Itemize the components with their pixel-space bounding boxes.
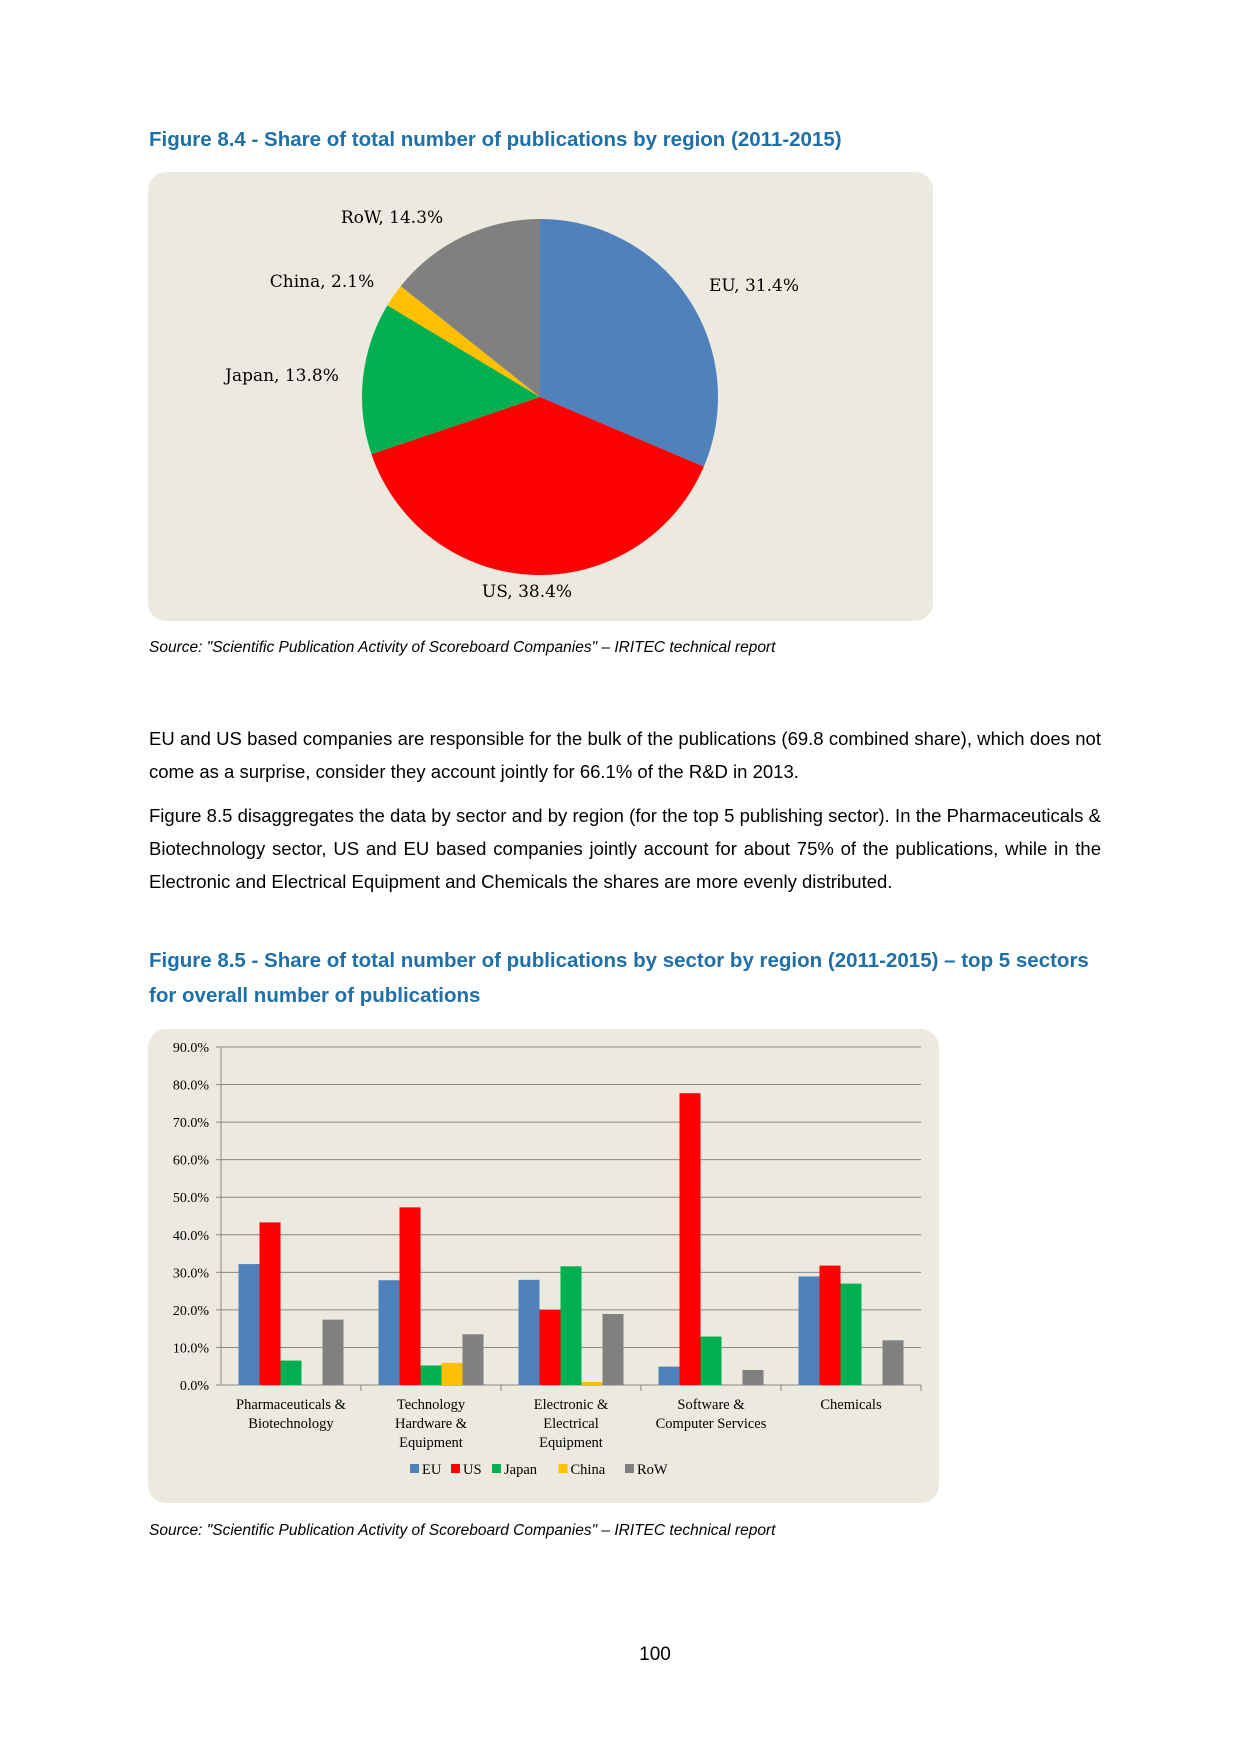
legend-label-us: US bbox=[463, 1462, 482, 1478]
legend-swatch-china bbox=[558, 1464, 568, 1473]
bar-row bbox=[602, 1314, 624, 1385]
bar-eu bbox=[658, 1366, 680, 1385]
bar-us bbox=[679, 1093, 701, 1385]
pie-label-eu: EU, 31.4% bbox=[709, 276, 799, 296]
page-number: 100 bbox=[639, 1644, 671, 1665]
bar-row bbox=[742, 1369, 764, 1385]
x-category-label: Equipment bbox=[539, 1435, 603, 1451]
x-category-label: Electronic & bbox=[534, 1397, 609, 1413]
bar-row bbox=[322, 1319, 344, 1385]
legend-label-japan: Japan bbox=[504, 1462, 538, 1478]
bar-china bbox=[441, 1362, 463, 1385]
pie-slice-us bbox=[371, 397, 704, 575]
pie-slice-japan bbox=[362, 305, 540, 455]
bar-row bbox=[882, 1340, 904, 1385]
bar-eu bbox=[378, 1280, 400, 1385]
legend-swatch-eu bbox=[410, 1464, 419, 1473]
bar-china bbox=[581, 1381, 603, 1385]
legend-swatch-japan bbox=[492, 1464, 501, 1473]
x-category-label: Equipment bbox=[399, 1435, 463, 1451]
y-tick-label: 80.0% bbox=[173, 1079, 210, 1094]
y-tick-label: 10.0% bbox=[173, 1341, 210, 1356]
pie-slice-eu bbox=[540, 219, 718, 467]
y-tick-label: 20.0% bbox=[173, 1304, 210, 1319]
pie-label-china: China, 2.1% bbox=[269, 272, 375, 292]
body-text: EU and US based companies are responsibl… bbox=[149, 722, 1101, 909]
bar-japan bbox=[700, 1336, 722, 1385]
x-category-label: Biotechnology bbox=[248, 1416, 334, 1432]
bar-eu bbox=[238, 1264, 260, 1385]
legend-label-china: China bbox=[571, 1462, 606, 1478]
pie-chart-panel: EU, 31.4% US, 38.4% Japan, 13.8% China, … bbox=[148, 172, 933, 621]
bar-us bbox=[259, 1222, 281, 1385]
pie-label-japan: Japan, 13.8% bbox=[225, 366, 339, 386]
y-tick-label: 50.0% bbox=[173, 1191, 210, 1206]
x-category-label: Pharmaceuticals & bbox=[236, 1397, 347, 1413]
y-tick-label: 60.0% bbox=[173, 1154, 210, 1169]
bar-chart: 0.0% 10.0% 20.0% 30.0% 40.0% 50.0% 60.0% 70.0% 8… bbox=[173, 1041, 922, 1478]
bar-japan bbox=[280, 1360, 302, 1385]
y-tick-label: 90.0% bbox=[173, 1041, 210, 1056]
figure-8-4-title: Figure 8.4 - Share of total number of pu… bbox=[149, 128, 842, 151]
bar-eu bbox=[518, 1279, 540, 1385]
legend-label-eu: EU bbox=[422, 1462, 442, 1478]
bar-eu bbox=[798, 1276, 820, 1385]
pie-slice-row bbox=[400, 219, 540, 397]
figure-8-5-source: Source: "Scientific Publication Activity… bbox=[149, 1522, 776, 1539]
x-category-label: Hardware & bbox=[395, 1416, 468, 1432]
bar-row bbox=[462, 1334, 484, 1385]
pie-slice-china bbox=[387, 286, 540, 397]
bar-japan bbox=[420, 1365, 442, 1385]
legend-swatch-row bbox=[625, 1464, 634, 1473]
x-category-label: Chemicals bbox=[820, 1397, 882, 1413]
x-category-label: Technology bbox=[397, 1397, 466, 1413]
x-category-label: Electrical bbox=[543, 1416, 599, 1432]
paragraph-2: Figure 8.5 disaggregates the data by sec… bbox=[149, 805, 1101, 892]
bar-us bbox=[399, 1207, 421, 1385]
bar-us bbox=[819, 1265, 841, 1385]
y-tick-label: 40.0% bbox=[173, 1229, 210, 1244]
y-tick-label: 0.0% bbox=[180, 1379, 210, 1394]
pie-label-row: RoW, 14.3% bbox=[340, 208, 444, 228]
y-tick-label: 70.0% bbox=[173, 1116, 210, 1131]
legend-swatch-us bbox=[451, 1464, 460, 1473]
x-category-label: Software & bbox=[677, 1397, 745, 1413]
legend-label-row: RoW bbox=[637, 1462, 668, 1478]
paragraph-1: EU and US based companies are responsibl… bbox=[149, 728, 1101, 782]
bar-us bbox=[539, 1309, 561, 1385]
figure-8-4-source: Source: "Scientific Publication Activity… bbox=[149, 639, 776, 656]
y-tick-label: 30.0% bbox=[173, 1266, 210, 1281]
bar-japan bbox=[560, 1266, 582, 1385]
x-category-label: Computer Services bbox=[656, 1416, 767, 1432]
pie-chart bbox=[362, 219, 718, 575]
bar-japan bbox=[840, 1283, 862, 1385]
bar-chart-panel: 0.0% 10.0% 20.0% 30.0% 40.0% 50.0% 60.0% 70.0% 8… bbox=[148, 1029, 939, 1503]
pie-label-us: US, 38.4% bbox=[481, 582, 573, 602]
figure-8-5-title: Figure 8.5 - Share of total number of pu… bbox=[149, 949, 1089, 1007]
